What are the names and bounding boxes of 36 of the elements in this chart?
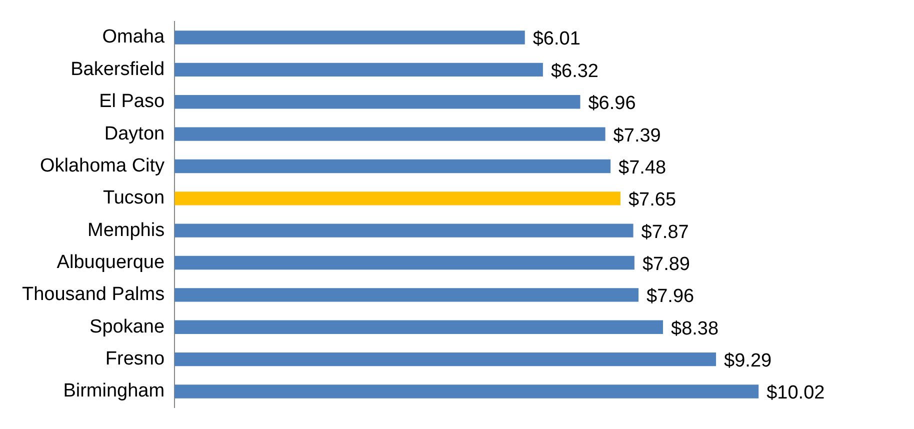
y-tick-label: Bakersfield xyxy=(70,58,165,80)
data-label: $7.96 xyxy=(646,286,694,308)
bar xyxy=(174,352,716,366)
data-label: $7.87 xyxy=(641,222,689,243)
y-tick-label: Thousand Palms xyxy=(22,284,165,306)
bar xyxy=(174,224,634,238)
bar xyxy=(174,95,580,109)
y-tick-label: Memphis xyxy=(87,220,165,241)
bar xyxy=(174,30,525,44)
bar xyxy=(174,62,543,77)
data-label: $9.29 xyxy=(724,350,772,372)
y-tick-label: Albuquerque xyxy=(56,252,165,274)
y-tick-label: Oklahoma City xyxy=(40,155,166,176)
data-label: $6.96 xyxy=(588,93,636,114)
bar xyxy=(174,288,639,302)
bar xyxy=(174,127,606,141)
y-tick-label: Omaha xyxy=(102,26,165,48)
y-tick-label: Birmingham xyxy=(63,380,165,402)
data-label: $8.38 xyxy=(671,318,719,340)
y-tick-label: Tucson xyxy=(102,188,165,209)
y-tick-label: Spokane xyxy=(90,316,165,338)
data-label: $7.65 xyxy=(628,190,676,211)
bar xyxy=(174,320,664,334)
data-label: $6.32 xyxy=(550,60,598,82)
bar xyxy=(174,384,759,398)
data-label: $10.02 xyxy=(766,382,825,404)
y-tick-label: El Paso xyxy=(99,91,165,112)
y-tick-label: Fresno xyxy=(105,348,165,370)
data-label: $6.01 xyxy=(532,28,580,50)
bar xyxy=(174,159,611,174)
bar xyxy=(174,192,620,206)
data-label: $7.48 xyxy=(618,157,666,178)
bar xyxy=(174,256,634,270)
y-tick-label: Dayton xyxy=(104,123,165,144)
data-label: $7.89 xyxy=(642,254,690,276)
data-label: $7.39 xyxy=(613,125,661,146)
